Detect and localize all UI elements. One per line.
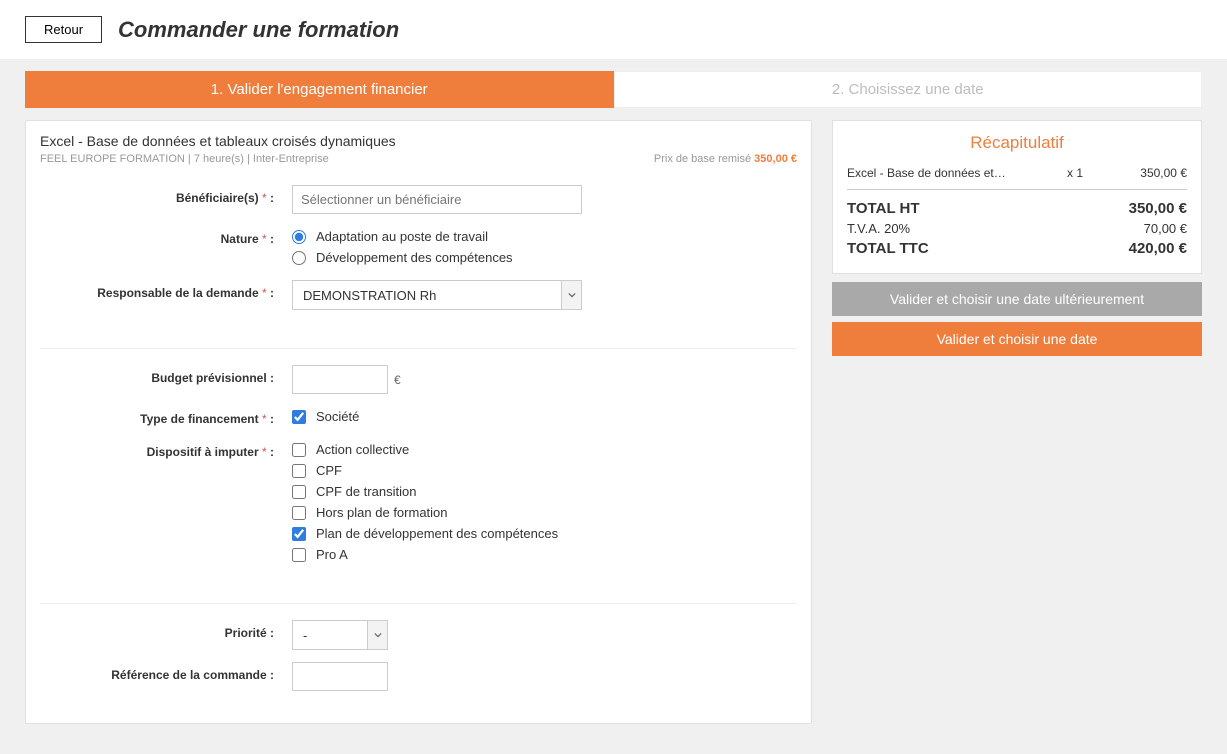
device-option-label: CPF de transition (316, 484, 416, 499)
chevron-down-icon (561, 281, 581, 309)
device-option-label: Pro A (316, 547, 348, 562)
tab-step1[interactable]: 1. Valider l'engagement financier (25, 71, 614, 108)
device-option-2[interactable]: CPF de transition (292, 481, 797, 502)
recap-item-name: Excel - Base de données et… (847, 166, 1067, 180)
device-option-label: Plan de développement des compétences (316, 526, 558, 541)
vat-value: 70,00 € (1144, 221, 1187, 236)
device-option-4[interactable]: Plan de développement des compétences (292, 523, 797, 544)
nature-label: Nature * : (40, 226, 292, 246)
nature-radio-1[interactable] (292, 230, 306, 244)
responsible-select[interactable]: DEMONSTRATION Rh (292, 280, 582, 310)
tab-step2[interactable]: 2. Choisissez une date (614, 71, 1203, 108)
step-tabs: 1. Valider l'engagement financier 2. Cho… (25, 71, 1202, 108)
euro-suffix: € (394, 373, 401, 387)
device-option-label: Hors plan de formation (316, 505, 448, 520)
device-option-3[interactable]: Hors plan de formation (292, 502, 797, 523)
beneficiary-label: Bénéficiaire(s) * : (40, 185, 292, 205)
recap-item-qty: x 1 (1067, 166, 1107, 180)
beneficiary-input[interactable] (292, 185, 582, 214)
validate-now-button[interactable]: Valider et choisir une date (832, 322, 1202, 356)
device-checkbox-2[interactable] (292, 485, 306, 499)
budget-label: Budget prévisionnel : (40, 365, 292, 385)
recap-item-amount: 350,00 € (1107, 166, 1187, 180)
device-option-label: Action collective (316, 442, 409, 457)
financing-label: Type de financement * : (40, 406, 292, 426)
priority-select[interactable]: - (292, 620, 388, 650)
responsible-label: Responsable de la demande * : (40, 280, 292, 300)
device-checkbox-0[interactable] (292, 443, 306, 457)
total-ht-label: TOTAL HT (847, 200, 920, 217)
recap-panel: Récapitulatif Excel - Base de données et… (832, 120, 1202, 274)
total-ttc-label: TOTAL TTC (847, 240, 929, 257)
device-label: Dispositif à imputer * : (40, 439, 292, 459)
nature-option-adaptation[interactable]: Adaptation au poste de travail (292, 226, 797, 247)
back-button[interactable]: Retour (25, 16, 102, 43)
financing-checkbox-1[interactable] (292, 410, 306, 424)
nature-option-development[interactable]: Développement des compétences (292, 247, 797, 268)
device-option-1[interactable]: CPF (292, 460, 797, 481)
training-title: Excel - Base de données et tableaux croi… (40, 133, 797, 149)
training-price: Prix de base remisé 350,00 € (654, 153, 797, 165)
main-form-panel: Excel - Base de données et tableaux croi… (25, 120, 812, 724)
priority-label: Priorité : (40, 620, 292, 640)
device-checkbox-3[interactable] (292, 506, 306, 520)
device-checkbox-4[interactable] (292, 527, 306, 541)
device-option-label: CPF (316, 463, 342, 478)
page-title: Commander une formation (118, 17, 399, 43)
financing-option-societe[interactable]: Société (292, 406, 797, 427)
device-checkbox-1[interactable] (292, 464, 306, 478)
total-ht-value: 350,00 € (1129, 200, 1187, 217)
budget-input[interactable] (292, 365, 388, 394)
total-ttc-value: 420,00 € (1129, 240, 1187, 257)
validate-later-button[interactable]: Valider et choisir une date ultérieureme… (832, 282, 1202, 316)
reference-label: Référence de la commande : (40, 662, 292, 682)
recap-title: Récapitulatif (847, 133, 1187, 153)
device-checkbox-5[interactable] (292, 548, 306, 562)
device-option-0[interactable]: Action collective (292, 439, 797, 460)
vat-label: T.V.A. 20% (847, 221, 910, 236)
device-option-5[interactable]: Pro A (292, 544, 797, 565)
nature-radio-2[interactable] (292, 251, 306, 265)
chevron-down-icon (367, 621, 387, 649)
reference-input[interactable] (292, 662, 388, 691)
training-subtitle: FEEL EUROPE FORMATION | 7 heure(s) | Int… (40, 153, 329, 165)
